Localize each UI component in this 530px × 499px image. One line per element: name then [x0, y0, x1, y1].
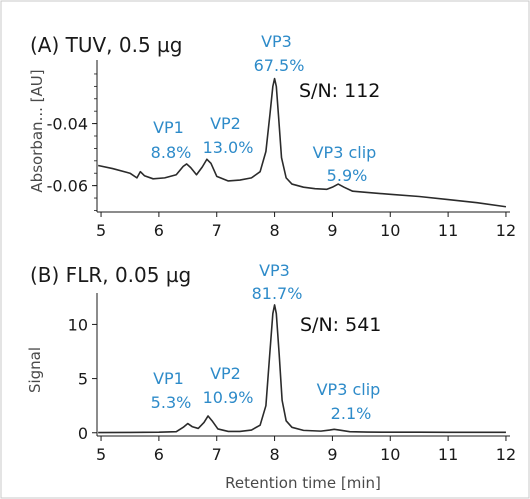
panel-a-x-tick-label: 8	[269, 221, 279, 240]
panel-a-vp1-label: VP1 8.8%	[151, 118, 192, 162]
panel-a-vp2-value: 13.0%	[203, 138, 254, 157]
panel-a-sn-label: S/N: 112	[299, 80, 380, 102]
panel-a-vp3clip-label: VP3 clip 5.9%	[313, 143, 382, 185]
panel-a-x-tick-label: 12	[496, 221, 516, 240]
panel-b-vp3-value: 81.7%	[252, 284, 303, 303]
panel-b-vp2-name: VP2	[210, 364, 241, 383]
panel-a-x-tick-label: 7	[212, 221, 222, 240]
panel-b-vp2-value: 10.9%	[203, 388, 254, 407]
panel-b-x-tick-label: 6	[154, 445, 164, 464]
panel-a-vp3-label: VP3 67.5%	[254, 32, 305, 75]
panel-a-trace	[97, 77, 507, 208]
panel-a-title: (A) TUV, 0.5 µg	[30, 33, 182, 57]
panel-a-x-tick-label: 6	[154, 221, 164, 240]
panel-b-y-axis-label: Signal	[26, 347, 44, 393]
panel-a-x-tick-label: 5	[96, 221, 106, 240]
panel-b-vp3-name: VP3	[259, 261, 290, 280]
panel-b-vp1-value: 5.3%	[151, 393, 192, 412]
panel-b-vp1-name: VP1	[153, 369, 184, 388]
panel-a-vp3clip-name: VP3 clip	[313, 143, 377, 162]
panel-a-y-tick-label: -0.06	[47, 177, 88, 196]
panel-b-vp3clip-label: VP3 clip 2.1%	[317, 380, 386, 423]
panel-b-title: (B) FLR, 0.05 µg	[30, 263, 191, 287]
panel-a-y-axis-label: Absorban... [AU]	[28, 69, 46, 192]
panel-a-vp2-name: VP2	[210, 114, 241, 133]
panel-a-x-tick-label: 9	[327, 221, 337, 240]
panel-b-x-tick-label: 5	[96, 445, 106, 464]
panel-b-sn-label: S/N: 541	[300, 314, 381, 336]
panel-b-vp1-label: VP1 5.3%	[151, 369, 192, 412]
panel-a: (A) TUV, 0.5 µg Absorban... [AU] 5 6 7 8 9 10…	[28, 32, 516, 240]
panel-b-y-tick-label: 10	[68, 315, 88, 334]
panel-a-x-tick-label: 10	[380, 221, 400, 240]
panel-b-x-tick-label: 11	[438, 445, 458, 464]
panel-b-y-tick-label: 5	[78, 370, 88, 389]
panel-b-vp3clip-name: VP3 clip	[317, 380, 381, 399]
panel-b-x-tick-label: 10	[380, 445, 400, 464]
panel-a-vp1-name: VP1	[153, 118, 184, 137]
panel-b: (B) FLR, 0.05 µg Signal 5 6 7 8 9 10 11 120510 …	[26, 261, 516, 492]
panel-b-x-tick-label: 12	[496, 445, 516, 464]
panel-a-vp3clip-value: 5.9%	[327, 166, 368, 185]
panel-b-x-tick-label: 7	[212, 445, 222, 464]
panel-b-x-tick-label: 9	[327, 445, 337, 464]
panel-b-vp3-label: VP3 81.7%	[252, 261, 303, 303]
panel-b-trace	[98, 304, 506, 434]
panel-a-x-tick-label: 11	[438, 221, 458, 240]
panel-b-y-tick-label: 0	[78, 424, 88, 443]
panel-a-y-tick-label: -0.04	[47, 115, 88, 134]
panel-b-vp2-label: VP2 10.9%	[203, 364, 254, 407]
panel-a-vp3-name: VP3	[261, 32, 292, 51]
panel-b-x-tick-label: 8	[269, 445, 279, 464]
panel-b-x-axis-label: Retention time [min]	[225, 474, 381, 492]
panel-a-vp3-value: 67.5%	[254, 56, 305, 75]
panel-b-vp3clip-value: 2.1%	[331, 404, 372, 423]
panel-a-vp2-label: VP2 13.0%	[203, 114, 254, 157]
panel-a-vp1-value: 8.8%	[151, 143, 192, 162]
